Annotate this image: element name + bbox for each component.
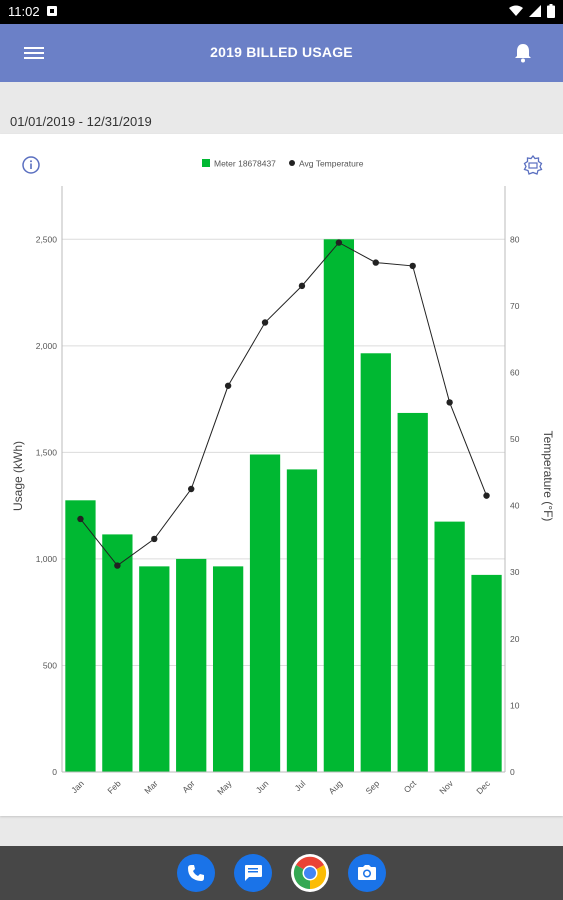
y2-tick-label: 10 xyxy=(510,700,520,710)
x-tick-label: Apr xyxy=(180,778,197,795)
usage-bar xyxy=(102,534,133,772)
menu-button[interactable] xyxy=(24,44,44,62)
legend-bar-label: Meter 18678437 xyxy=(214,159,276,169)
messages-icon xyxy=(245,865,262,881)
y2-tick-label: 70 xyxy=(510,301,520,311)
usage-bar xyxy=(471,574,502,772)
date-range: 01/01/2019 - 12/31/2019 xyxy=(10,114,152,129)
export-icon xyxy=(523,154,543,175)
temperature-point xyxy=(483,492,490,499)
temperature-point xyxy=(446,399,453,406)
x-tick-label: May xyxy=(215,778,234,797)
legend-line-label: Avg Temperature xyxy=(299,159,364,169)
menu-icon xyxy=(24,47,44,59)
chrome-app[interactable] xyxy=(291,854,329,892)
y2-tick-label: 60 xyxy=(510,367,520,377)
phone-app[interactable] xyxy=(177,854,215,892)
info-button[interactable] xyxy=(22,156,40,174)
status-bar: 11:02 xyxy=(0,0,563,24)
status-icons xyxy=(509,4,555,18)
legend-line-swatch xyxy=(289,160,295,166)
temperature-point xyxy=(409,262,416,270)
info-icon xyxy=(22,156,40,174)
temperature-point xyxy=(151,535,158,543)
export-button[interactable] xyxy=(523,154,543,175)
x-tick-label: Mar xyxy=(142,778,160,796)
y-tick-label: 2,000 xyxy=(36,341,58,351)
x-tick-label: Nov xyxy=(437,778,455,796)
usage-bar xyxy=(323,239,355,773)
usage-bar xyxy=(65,500,96,772)
status-time: 11:02 xyxy=(8,4,40,19)
temperature-point xyxy=(298,282,306,290)
signal-icon xyxy=(529,5,541,17)
x-tick-label: Oct xyxy=(402,778,419,795)
y2-tick-label: 50 xyxy=(510,434,520,444)
y-tick-label: 2,500 xyxy=(36,234,58,244)
y2-tick-label: 20 xyxy=(510,634,520,644)
temperature-point xyxy=(335,239,343,246)
y-tick-label: 500 xyxy=(43,660,57,670)
y2-tick-label: 80 xyxy=(510,234,520,244)
temperature-line xyxy=(77,239,490,569)
system-dock xyxy=(0,846,563,900)
usage-bar xyxy=(397,412,428,772)
y-tick-label: 1,000 xyxy=(36,554,58,564)
chrome-icon xyxy=(293,856,327,890)
usage-bars xyxy=(65,239,502,773)
temperature-point xyxy=(114,562,121,569)
usage-bar xyxy=(360,353,391,772)
bell-icon xyxy=(515,44,531,63)
y-tick-label: 0 xyxy=(52,767,57,777)
page-title: 2019 BILLED USAGE xyxy=(210,44,353,60)
usage-bar xyxy=(286,469,318,772)
messages-app[interactable] xyxy=(234,854,272,892)
x-tick-label: Feb xyxy=(105,778,123,796)
notification-icon xyxy=(47,6,57,16)
y2-axis-label: Temperature (°F) xyxy=(541,431,555,522)
phone-icon xyxy=(188,865,204,881)
temperature-point xyxy=(188,485,195,493)
y2-tick-label: 30 xyxy=(510,567,520,577)
x-tick-label: Dec xyxy=(474,778,492,796)
usage-bar xyxy=(176,558,207,772)
y-tick-label: 1,500 xyxy=(36,447,58,457)
usage-bar xyxy=(212,566,244,772)
x-tick-label: Jul xyxy=(293,778,308,793)
temperature-point xyxy=(261,319,269,326)
x-tick-label: Aug xyxy=(327,778,345,796)
x-tick-label: Sep xyxy=(363,778,381,796)
temperature-point xyxy=(224,382,232,389)
usage-bar xyxy=(139,566,170,772)
y2-tick-label: 0 xyxy=(510,767,515,777)
y-axis-label: Usage (kWh) xyxy=(11,441,25,511)
app-bar: 2019 BILLED USAGE xyxy=(0,24,563,82)
x-tick-label: Jun xyxy=(254,778,271,795)
usage-bar xyxy=(434,521,465,772)
legend-bar-swatch xyxy=(202,159,210,167)
usage-bar xyxy=(249,454,281,772)
camera-app[interactable] xyxy=(348,854,386,892)
battery-icon xyxy=(547,4,555,18)
x-tick-label: Jan xyxy=(69,778,86,795)
temperature-point xyxy=(77,515,84,523)
chart-legend: Meter 18678437 Avg Temperature xyxy=(202,159,364,169)
temperature-point xyxy=(372,259,379,266)
usage-chart: Meter 18678437 Avg Temperature 05001,000… xyxy=(11,159,555,797)
notifications-button[interactable] xyxy=(513,42,533,64)
y2-tick-label: 40 xyxy=(510,501,520,511)
camera-icon xyxy=(358,865,376,880)
wifi-icon xyxy=(509,5,523,16)
temperature-line-path xyxy=(80,241,488,567)
